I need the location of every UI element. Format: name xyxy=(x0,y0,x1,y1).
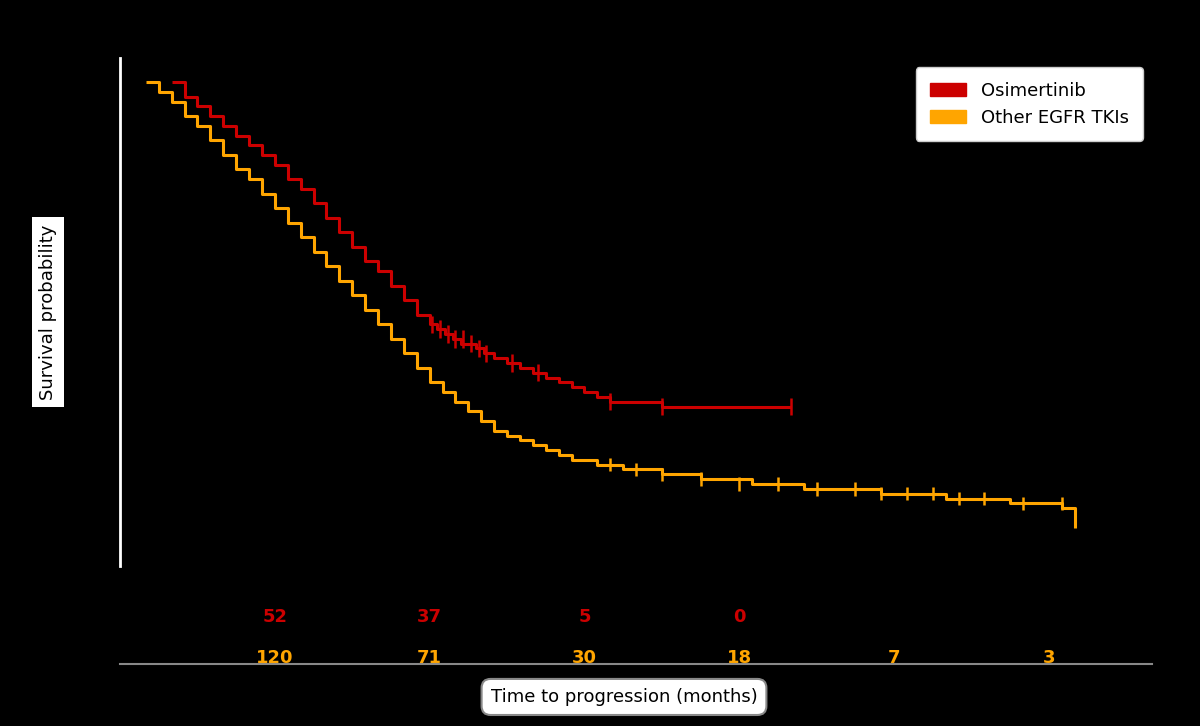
Text: 18: 18 xyxy=(727,649,751,666)
Text: 3: 3 xyxy=(1043,649,1055,666)
Text: 30: 30 xyxy=(572,649,596,666)
Text: 52: 52 xyxy=(263,608,287,626)
Text: 71: 71 xyxy=(418,649,442,666)
Text: 120: 120 xyxy=(256,649,294,666)
Text: 37: 37 xyxy=(418,608,442,626)
Legend: Osimertinib, Other EGFR TKIs: Osimertinib, Other EGFR TKIs xyxy=(916,67,1142,141)
Text: Time to progression (months): Time to progression (months) xyxy=(491,688,757,706)
Text: 0: 0 xyxy=(733,608,745,626)
Text: 7: 7 xyxy=(888,649,900,666)
Text: 5: 5 xyxy=(578,608,590,626)
Text: Survival probability: Survival probability xyxy=(38,224,56,400)
